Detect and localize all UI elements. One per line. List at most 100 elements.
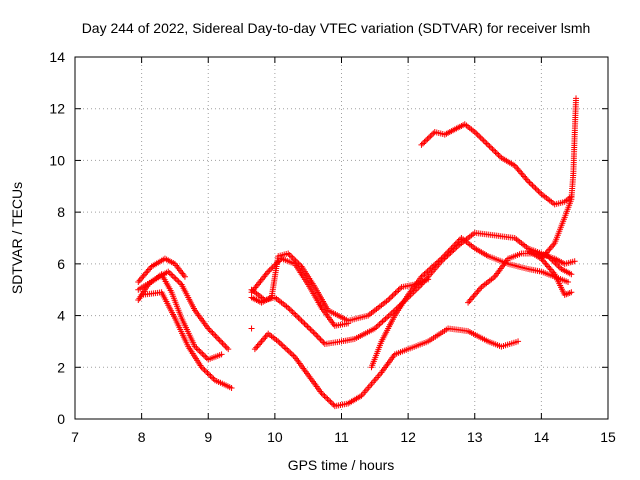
data-point xyxy=(526,179,533,186)
data-point xyxy=(382,315,389,322)
data-point xyxy=(255,341,262,348)
data-point xyxy=(425,134,432,141)
data-point xyxy=(493,150,500,157)
data-point xyxy=(276,339,283,346)
data-point xyxy=(482,139,489,146)
data-point xyxy=(536,189,543,196)
data-point xyxy=(196,347,203,354)
series-track-2 xyxy=(135,255,188,285)
data-point xyxy=(553,261,560,268)
series-track-7 xyxy=(248,255,352,329)
data-point xyxy=(208,374,215,381)
data-point xyxy=(530,183,537,190)
data-point xyxy=(248,325,255,332)
data-point xyxy=(253,344,260,351)
data-point xyxy=(304,323,311,330)
series-track-11 xyxy=(465,250,575,306)
data-point xyxy=(385,312,392,319)
data-point xyxy=(328,400,335,407)
data-point xyxy=(220,341,227,348)
x-axis-label: GPS time / hours xyxy=(288,457,395,473)
data-point xyxy=(545,263,552,270)
data-point xyxy=(277,257,284,264)
axis-ticks: 7 8 9 10 11 12 13 14 15 0 2 4 6 8 10 12 14 xyxy=(49,49,616,445)
data-point xyxy=(290,352,297,359)
data-point xyxy=(455,237,462,244)
data-point xyxy=(568,289,575,296)
data-point xyxy=(251,346,258,353)
data-point xyxy=(279,342,286,349)
data-point xyxy=(257,339,264,346)
data-point xyxy=(298,317,305,324)
data-point xyxy=(202,353,209,360)
data-point xyxy=(261,335,268,342)
data-point xyxy=(523,176,530,183)
data-point xyxy=(285,250,292,257)
chart-title: Day 244 of 2022, Sidereal Day-to-day VTE… xyxy=(82,20,591,36)
data-point xyxy=(291,256,298,263)
data-point xyxy=(135,278,142,285)
data-point xyxy=(556,264,563,271)
data-point xyxy=(571,258,578,265)
data-point xyxy=(218,338,225,345)
y-tick-label: 0 xyxy=(57,411,65,427)
data-point xyxy=(215,335,222,342)
data-point xyxy=(541,258,548,265)
data-point xyxy=(225,346,232,353)
data-point xyxy=(517,168,524,175)
data-point xyxy=(529,182,536,189)
data-point xyxy=(495,151,502,158)
data-point xyxy=(469,294,476,301)
x-tick-label: 12 xyxy=(400,429,416,445)
data-point xyxy=(205,325,212,332)
data-point xyxy=(228,384,235,391)
x-tick-label: 14 xyxy=(534,429,550,445)
data-point xyxy=(394,288,401,295)
data-point xyxy=(474,288,481,295)
data-point xyxy=(168,271,175,278)
data-point xyxy=(181,273,188,280)
data-point xyxy=(379,318,386,325)
data-point xyxy=(452,240,459,247)
data-point xyxy=(172,275,179,282)
data-point xyxy=(535,188,542,195)
data-point xyxy=(208,328,215,335)
data-point xyxy=(175,278,182,285)
data-point xyxy=(466,298,473,305)
data-point xyxy=(258,338,265,345)
data-point xyxy=(169,272,176,279)
data-point xyxy=(550,258,557,265)
data-point xyxy=(316,335,323,342)
data-point xyxy=(485,141,492,148)
data-point xyxy=(480,137,487,144)
data-point xyxy=(388,294,395,301)
series-track-6 xyxy=(248,250,432,324)
data-point xyxy=(200,352,207,359)
data-point xyxy=(205,371,212,378)
series-track-1 xyxy=(135,271,225,363)
data-point xyxy=(475,287,482,294)
series-isolated xyxy=(248,325,255,332)
data-point xyxy=(203,355,210,362)
data-point xyxy=(467,296,474,303)
data-point xyxy=(345,320,352,327)
series-track-4 xyxy=(138,289,235,391)
data-point xyxy=(441,252,448,259)
data-point xyxy=(292,311,299,318)
data-point xyxy=(327,398,334,405)
data-point xyxy=(288,351,295,358)
data-point xyxy=(319,391,326,398)
data-point xyxy=(254,343,261,350)
y-tick-label: 2 xyxy=(57,359,65,375)
data-point xyxy=(424,136,431,143)
data-point xyxy=(488,144,495,151)
data-point xyxy=(207,372,214,379)
y-tick-label: 4 xyxy=(57,308,65,324)
data-point xyxy=(145,266,152,273)
data-point xyxy=(325,397,332,404)
data-point xyxy=(209,329,216,336)
data-point xyxy=(439,254,446,261)
data-point xyxy=(310,329,317,336)
data-point xyxy=(210,375,217,382)
data-point xyxy=(143,269,150,276)
